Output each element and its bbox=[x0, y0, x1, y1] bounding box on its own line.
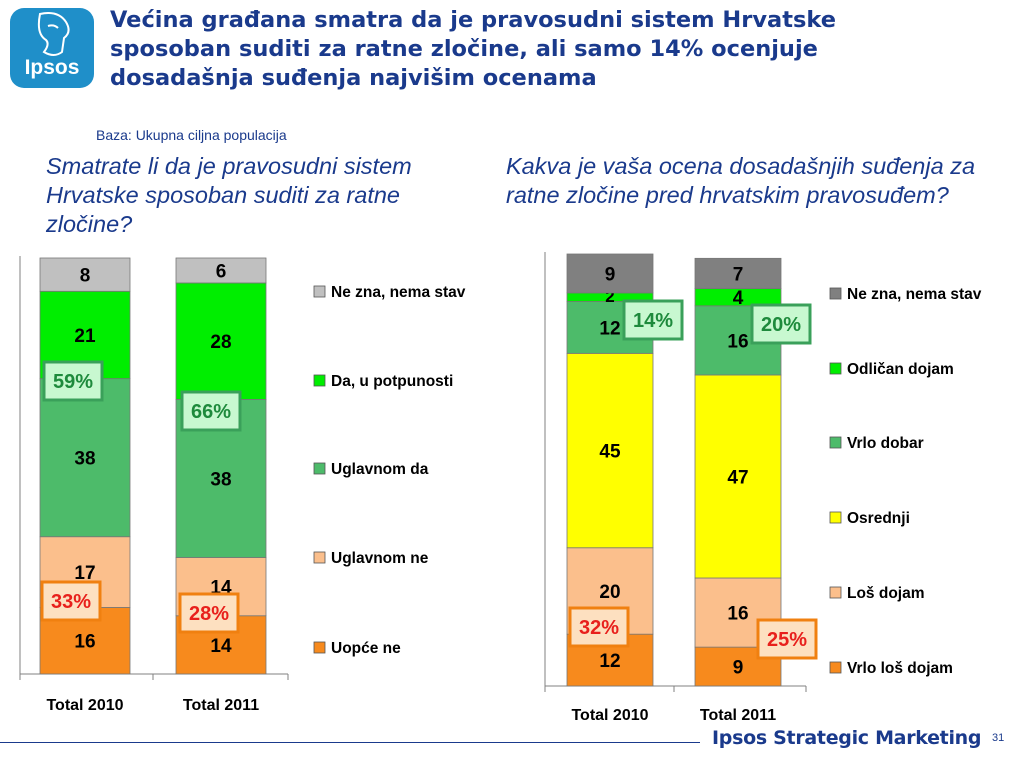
bar-value-label: 4 bbox=[733, 288, 744, 309]
bar-value-label: 7 bbox=[733, 264, 744, 285]
bar-segment-uglavnom-da-1 bbox=[39, 378, 131, 538]
positive-share-label: 14% bbox=[633, 310, 673, 332]
positive-share-label: 66% bbox=[191, 401, 231, 423]
bar-value-label: 38 bbox=[74, 449, 95, 470]
bar-segment-da-u-potpunosti-2 bbox=[175, 282, 267, 400]
legend-swatch-uopce-ne bbox=[313, 641, 326, 654]
title-line-1: Većina građana smatra da je pravosudni s… bbox=[110, 7, 836, 33]
legend-swatch-ne-zna-nema-stav bbox=[313, 285, 326, 298]
title-line-2: sposoban suditi za ratne zločine, ali sa… bbox=[110, 36, 818, 62]
legend-swatch-uglavnom-da bbox=[313, 462, 326, 475]
bar-segment-osrednji-2 bbox=[694, 374, 782, 579]
negative-share-label: 32% bbox=[579, 617, 619, 639]
base-note: Baza: Ukupna ciljna populacija bbox=[96, 127, 287, 143]
legend-swatch-uglavnom-ne bbox=[313, 551, 326, 564]
bar-value-label: 14 bbox=[210, 636, 232, 657]
bar-value-label: 6 bbox=[216, 261, 227, 282]
negative-share-label: 28% bbox=[189, 603, 229, 625]
positive-share-box bbox=[180, 390, 242, 432]
legend-label-osrednji: Osrednji bbox=[847, 510, 910, 527]
legend-swatch-vrlo-dobar bbox=[829, 436, 842, 449]
legend-swatch-ne-zna-nema-stav bbox=[829, 287, 842, 300]
bar-value-label: 2 bbox=[605, 287, 614, 306]
ipsos-logo: Ipsos bbox=[10, 8, 94, 88]
legend-label-uglavnom-ne: Uglavnom ne bbox=[331, 550, 429, 567]
x-tick-label: Total 2011 bbox=[700, 707, 776, 724]
bar-value-label: 47 bbox=[727, 467, 748, 488]
legend-label-vrlo-dobar: Vrlo dobar bbox=[847, 435, 924, 452]
negative-share-box bbox=[756, 618, 818, 660]
negative-share-label: 33% bbox=[51, 591, 91, 613]
bar-value-label: 38 bbox=[210, 469, 231, 490]
x-tick-label: Total 2010 bbox=[571, 707, 648, 724]
question-2: Kakva je vaša ocena dosadašnjih suđenja … bbox=[506, 153, 976, 208]
bar-segment-ne-zna-nema-stav-1 bbox=[566, 253, 654, 294]
legend-label-odlican-dojam: Odličan dojam bbox=[847, 361, 954, 378]
legend-label-ne-zna-nema-stav: Ne zna, nema stav bbox=[847, 286, 982, 303]
legend-label-uglavnom-da: Uglavnom da bbox=[331, 461, 429, 478]
bar-value-label: 12 bbox=[599, 651, 620, 672]
slide-title: Većina građana smatra da je pravosudni s… bbox=[110, 6, 1010, 93]
bar-value-label: 16 bbox=[727, 331, 748, 352]
legend-swatch-da-u-potpunosti bbox=[313, 374, 326, 387]
bar-value-label: 16 bbox=[727, 604, 748, 625]
legend-label-da-u-potpunosti: Da, u potpunosti bbox=[331, 373, 453, 390]
legend-label-uopce-ne: Uopće ne bbox=[331, 640, 401, 657]
bar-value-label: 12 bbox=[599, 318, 620, 339]
legend-label-vrlo-los-dojam: Vrlo loš dojam bbox=[847, 660, 953, 677]
bar-value-label: 8 bbox=[80, 266, 91, 287]
ipsos-face-icon bbox=[37, 12, 70, 56]
logo-text: Ipsos bbox=[24, 56, 80, 79]
negative-share-box bbox=[40, 580, 102, 622]
bar-value-label: 9 bbox=[733, 658, 744, 679]
title-line-3: dosadašnja suđenja najvišim ocenama bbox=[110, 65, 597, 91]
negative-share-label: 25% bbox=[767, 629, 807, 651]
positive-share-box bbox=[622, 299, 684, 341]
bar-segment-ne-zna-nema-stav-2 bbox=[694, 257, 782, 289]
positive-share-box bbox=[750, 303, 812, 345]
bar-value-label: 28 bbox=[210, 332, 231, 353]
positive-share-label: 59% bbox=[53, 371, 93, 393]
footer-divider bbox=[0, 742, 700, 743]
x-tick-label: Total 2010 bbox=[46, 697, 123, 714]
x-tick-label: Total 2011 bbox=[183, 697, 259, 714]
footer-brand: Ipsos Strategic Marketing bbox=[712, 727, 982, 749]
legend-swatch-odlican-dojam bbox=[829, 362, 842, 375]
legend-swatch-los-dojam bbox=[829, 586, 842, 599]
question-1: Smatrate li da je pravosudni sistem Hrva… bbox=[46, 153, 412, 237]
negative-share-box bbox=[568, 606, 630, 648]
legend-swatch-osrednji bbox=[829, 511, 842, 524]
bar-segment-ne-zna-nema-stav-1 bbox=[39, 257, 131, 292]
bar-value-label: 9 bbox=[605, 264, 616, 285]
bar-value-label: 45 bbox=[599, 442, 621, 463]
positive-share-label: 20% bbox=[761, 314, 801, 336]
bar-segment-ne-zna-nema-stav-2 bbox=[175, 257, 267, 284]
bar-segment-osrednji-1 bbox=[566, 352, 654, 549]
negative-share-box bbox=[178, 592, 240, 634]
legend-swatch-vrlo-los-dojam bbox=[829, 661, 842, 674]
bar-value-label: 20 bbox=[599, 582, 620, 603]
legend-label-ne-zna-nema-stav: Ne zna, nema stav bbox=[331, 284, 466, 301]
bar-value-label: 16 bbox=[74, 632, 95, 653]
page-number: 31 bbox=[992, 732, 1005, 744]
legend-label-los-dojam: Loš dojam bbox=[847, 585, 925, 602]
positive-share-box bbox=[42, 360, 104, 402]
bar-value-label: 21 bbox=[74, 326, 96, 347]
bar-value-label: 17 bbox=[74, 563, 95, 584]
